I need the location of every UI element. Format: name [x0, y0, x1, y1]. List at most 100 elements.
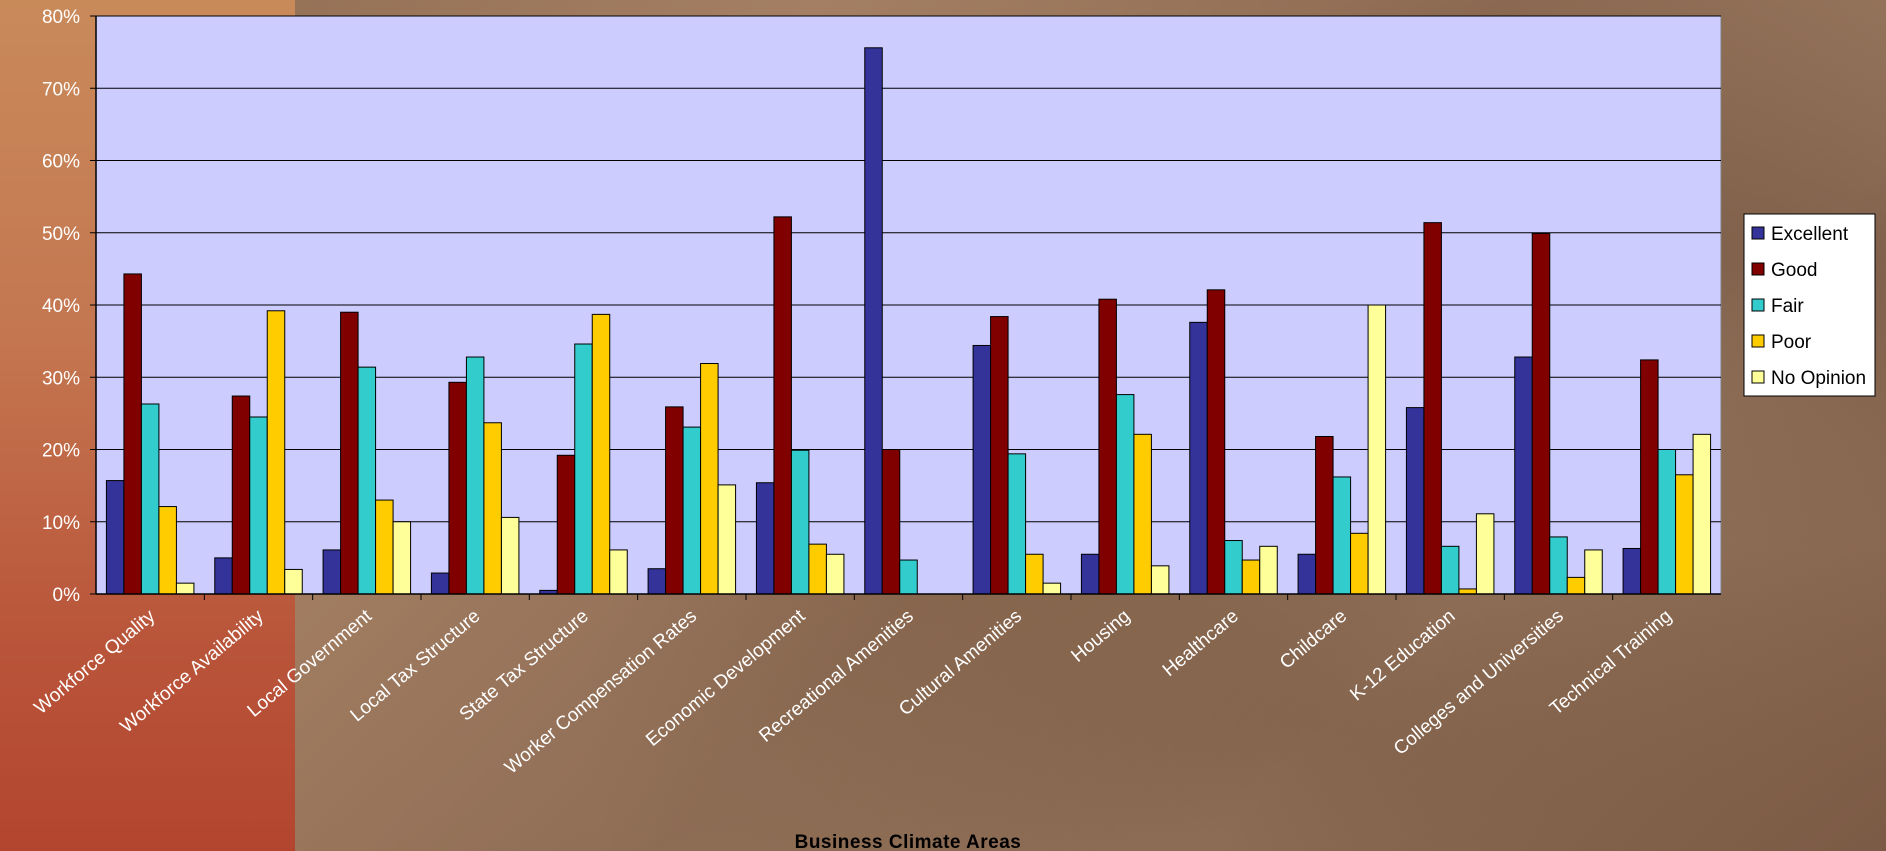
y-tick-label: 70%	[42, 79, 80, 100]
bar-good	[449, 382, 467, 594]
bar-fair	[1225, 541, 1243, 594]
bar-fair	[1441, 546, 1459, 594]
bar-poor	[1459, 589, 1477, 594]
bar-good	[1532, 233, 1550, 594]
bar-no-opinion	[393, 522, 411, 594]
bar-excellent	[1298, 554, 1316, 594]
bar-fair	[683, 427, 701, 594]
bar-excellent	[215, 558, 233, 594]
bar-poor	[809, 544, 827, 594]
bar-fair	[791, 450, 809, 594]
bar-poor	[701, 364, 719, 594]
bar-fair	[1550, 537, 1568, 594]
legend: Excellent Good Fair Poor No Opinion	[1744, 214, 1875, 396]
bar-good	[1099, 299, 1117, 594]
y-tick-label: 0%	[53, 585, 81, 606]
bar-no-opinion	[176, 583, 194, 594]
bar-good	[557, 455, 575, 594]
y-tick-label: 60%	[42, 152, 80, 173]
bar-fair	[1658, 450, 1676, 595]
bar-excellent	[1515, 357, 1533, 594]
bar-good	[991, 317, 1009, 594]
x-tick-label: Housing	[1067, 606, 1134, 667]
bar-fair	[466, 357, 484, 594]
x-tick-label: Healthcare	[1159, 606, 1243, 681]
bar-fair	[900, 560, 918, 594]
legend-label: Good	[1771, 260, 1817, 281]
legend-label: No Opinion	[1771, 368, 1866, 389]
bar-excellent	[1081, 554, 1099, 594]
bar-poor	[376, 500, 394, 594]
bar-no-opinion	[1043, 583, 1061, 594]
bar-excellent	[106, 481, 124, 594]
bar-good	[232, 396, 250, 594]
bar-excellent	[1190, 322, 1208, 594]
bar-excellent	[756, 483, 774, 594]
bar-fair	[358, 367, 376, 594]
x-tick-label: K-12 Education	[1346, 606, 1459, 706]
bar-no-opinion	[501, 517, 518, 594]
x-tick-label: Colleges and Universities	[1390, 606, 1568, 760]
bar-excellent	[431, 573, 449, 594]
bar-poor	[1242, 560, 1260, 594]
bar-good	[1207, 290, 1225, 594]
x-axis-title: Business Climate Areas	[795, 832, 1022, 851]
legend-label: Fair	[1771, 296, 1804, 317]
bar-fair	[250, 417, 268, 594]
bar-poor	[267, 311, 285, 594]
bar-fair	[1116, 395, 1134, 594]
bar-excellent	[865, 48, 883, 594]
y-tick-label: 80%	[42, 7, 80, 28]
bar-no-opinion	[285, 569, 303, 594]
legend-label: Excellent	[1771, 224, 1849, 245]
bar-good	[1424, 223, 1442, 594]
bar-good	[124, 274, 141, 594]
bar-good	[882, 450, 900, 595]
bar-good	[666, 407, 684, 594]
legend-label: Poor	[1771, 332, 1812, 353]
legend-swatch	[1752, 227, 1764, 239]
bar-poor	[1351, 533, 1369, 594]
bar-no-opinion	[1368, 305, 1386, 594]
legend-swatch	[1752, 299, 1764, 311]
bar-fair	[141, 404, 159, 594]
y-tick-label: 40%	[42, 296, 80, 317]
bar-no-opinion	[1151, 566, 1169, 594]
y-tick-label: 20%	[42, 441, 80, 462]
bar-no-opinion	[1476, 514, 1494, 594]
y-tick-label: 50%	[42, 224, 80, 245]
bar-fair	[1008, 454, 1025, 594]
x-tick-label: Childcare	[1276, 606, 1351, 674]
bar-fair	[1333, 477, 1351, 594]
bar-excellent	[323, 550, 341, 594]
bar-good	[1316, 436, 1334, 594]
bar-excellent	[973, 345, 991, 594]
bar-poor	[592, 314, 610, 594]
bar-poor	[1567, 577, 1585, 594]
bar-poor	[484, 423, 502, 594]
y-tick-label: 30%	[42, 368, 80, 389]
bar-excellent	[1406, 408, 1424, 594]
bar-no-opinion	[610, 550, 628, 594]
bar-good	[341, 312, 359, 594]
bar-poor	[1676, 475, 1694, 594]
bar-no-opinion	[1585, 550, 1603, 594]
bar-poor	[1026, 554, 1044, 594]
bar-no-opinion	[1260, 546, 1278, 594]
x-tick-label: Worker Compensation Rates	[501, 606, 701, 779]
bar-excellent	[648, 569, 666, 594]
bar-poor	[159, 507, 177, 594]
legend-swatch	[1752, 263, 1764, 275]
bar-good	[1641, 360, 1659, 594]
bar-no-opinion	[826, 554, 844, 594]
bar-fair	[575, 344, 593, 594]
plot-area	[96, 16, 1721, 594]
bar-excellent	[1623, 548, 1641, 594]
bar-poor	[1134, 434, 1152, 594]
bar-no-opinion	[1693, 434, 1711, 594]
legend-swatch	[1752, 335, 1764, 347]
y-tick-label: 10%	[42, 513, 80, 534]
legend-swatch	[1752, 371, 1764, 383]
bar-good	[774, 217, 792, 594]
